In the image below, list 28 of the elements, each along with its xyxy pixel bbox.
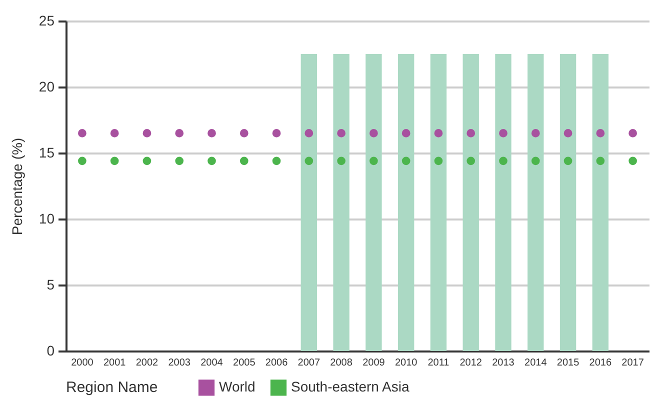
x-tick-label: 2006 xyxy=(265,358,288,368)
legend-label: South-eastern Asia xyxy=(291,378,410,395)
x-tick-label: 2002 xyxy=(136,358,159,368)
x-tick-label: 2014 xyxy=(524,358,548,368)
x-tick-label: 2001 xyxy=(103,358,126,368)
x-tick-label: 2012 xyxy=(460,358,482,368)
x-tick-label: 2015 xyxy=(556,358,580,368)
x-tick-label: 2016 xyxy=(589,358,612,368)
x-tick-label: 2013 xyxy=(492,358,515,368)
y-tick-label: 0 xyxy=(46,342,55,358)
x-tick-label: 2011 xyxy=(428,358,450,368)
x-tick-label: 2004 xyxy=(200,358,224,368)
x-tick-label: 2009 xyxy=(362,358,386,368)
x-tick-label: 2017 xyxy=(622,358,644,368)
x-tick-label: 2008 xyxy=(330,358,353,368)
y-tick-label: 10 xyxy=(38,210,55,226)
y-tick-label: 5 xyxy=(46,276,55,292)
x-tick-label: 2005 xyxy=(233,358,256,368)
y-axis-title: Percentage (%) xyxy=(8,138,25,236)
x-tick-label: 2010 xyxy=(394,358,418,368)
y-tick-label: 25 xyxy=(38,12,55,28)
x-tick-label: 2003 xyxy=(168,358,191,368)
x-tick-label: 2007 xyxy=(298,358,320,368)
legend-label: World xyxy=(219,378,256,395)
y-tick-label: 15 xyxy=(38,144,55,160)
x-tick-label: 2000 xyxy=(71,358,94,368)
legend-title: Region Name xyxy=(66,379,158,396)
y-tick-label: 20 xyxy=(38,78,55,94)
